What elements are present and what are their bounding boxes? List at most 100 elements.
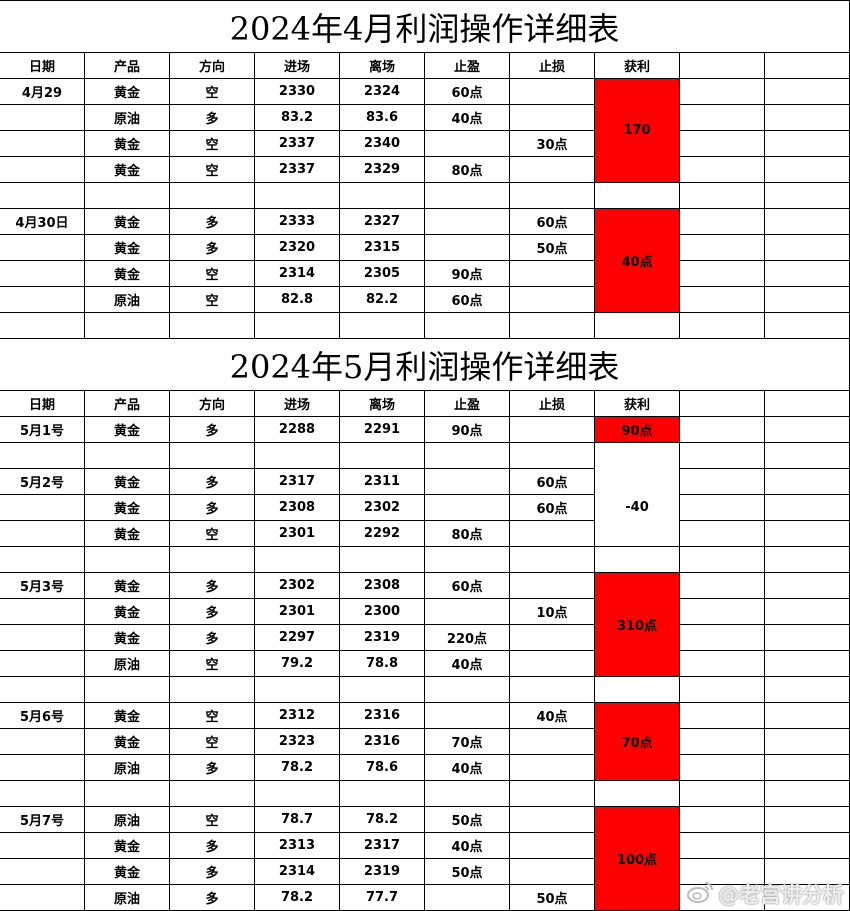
cell-exit: 2316 (339, 728, 425, 755)
cell-stop-loss: 40点 (509, 702, 595, 729)
cell-empty (679, 286, 765, 313)
cell-exit: 2324 (339, 78, 425, 105)
cell-empty (679, 234, 765, 261)
cell-take-profit: 70点 (424, 728, 510, 755)
cell-exit: 2311 (339, 468, 425, 495)
column-header: 止损 (509, 52, 595, 79)
cell-exit: 78.6 (339, 754, 425, 781)
cell-exit (339, 676, 425, 703)
cell-entry: 78.2 (254, 884, 340, 911)
table-row: 黄金空 2314 2305 90点 (0, 260, 850, 287)
cell-direction (169, 780, 255, 807)
cell-take-profit: 50点 (424, 806, 510, 833)
cell-date (0, 104, 85, 131)
cell-exit: 2308 (339, 572, 425, 599)
table-row: 原油多 78.2 78.6 40点 (0, 754, 850, 781)
cell-date (0, 754, 85, 781)
cell-date (0, 676, 85, 703)
cell-entry: 82.8 (254, 286, 340, 313)
cell-empty (764, 104, 850, 131)
cell-take-profit: 60点 (424, 286, 510, 313)
cell-profit (594, 182, 680, 209)
cell-empty (764, 832, 850, 859)
section-title: 2024年5月利润操作详细表 (0, 338, 850, 391)
cell-profit: 170 (594, 78, 680, 183)
cell-stop-loss: 50点 (509, 234, 595, 261)
cell-exit: 83.6 (339, 104, 425, 131)
cell-direction: 空 (169, 650, 255, 677)
cell-stop-loss (509, 156, 595, 183)
column-header: 离场 (339, 52, 425, 79)
cell-take-profit: 90点 (424, 416, 510, 443)
column-header: 进场 (254, 390, 340, 417)
cell-exit: 77.7 (339, 884, 425, 911)
cell-entry: 83.2 (254, 104, 340, 131)
cell-entry: 2314 (254, 260, 340, 287)
cell-take-profit (424, 494, 510, 521)
cell-empty (764, 728, 850, 755)
cell-date (0, 858, 85, 885)
cell-entry: 2288 (254, 416, 340, 443)
table-row: 黄金空 2323 2316 70点 (0, 728, 850, 755)
cell-stop-loss (509, 728, 595, 755)
cell-empty (764, 572, 850, 599)
cell-profit: 100点 (594, 806, 680, 911)
cell-date (0, 130, 85, 157)
cell-empty (764, 182, 850, 209)
cell-take-profit: 50点 (424, 858, 510, 885)
cell-product (84, 676, 170, 703)
cell-direction (169, 312, 255, 339)
column-header (679, 390, 765, 417)
cell-exit: 2292 (339, 520, 425, 547)
table-row: 黄金多 2297 2319 220点 (0, 624, 850, 651)
cell-stop-loss (509, 416, 595, 443)
cell-entry (254, 676, 340, 703)
cell-profit: 70点 (594, 702, 680, 781)
cell-product: 原油 (84, 806, 170, 833)
cell-entry: 2317 (254, 468, 340, 495)
cell-product: 黄金 (84, 858, 170, 885)
cell-product (84, 780, 170, 807)
cell-direction: 空 (169, 260, 255, 287)
column-header: 日期 (0, 52, 85, 79)
cell-empty (764, 494, 850, 521)
cell-entry: 2301 (254, 598, 340, 625)
cell-product: 黄金 (84, 208, 170, 235)
cell-entry: 2323 (254, 728, 340, 755)
cell-direction: 多 (169, 468, 255, 495)
cell-take-profit: 80点 (424, 156, 510, 183)
section-title: 2024年4月利润操作详细表 (0, 0, 850, 53)
table-row: 5月1号 黄金多 2288 2291 90点 90点 (0, 416, 850, 443)
cell-stop-loss (509, 260, 595, 287)
cell-entry: 2333 (254, 208, 340, 235)
cell-empty (679, 572, 765, 599)
cell-empty (679, 598, 765, 625)
cell-direction (169, 676, 255, 703)
cell-date: 4月29 (0, 78, 85, 105)
cell-empty (764, 520, 850, 547)
cell-take-profit: 80点 (424, 520, 510, 547)
cell-exit (339, 312, 425, 339)
cell-exit: 2302 (339, 494, 425, 521)
cell-take-profit (424, 546, 510, 573)
cell-empty (764, 416, 850, 443)
cell-exit: 78.8 (339, 650, 425, 677)
cell-entry: 2302 (254, 572, 340, 599)
cell-take-profit (424, 780, 510, 807)
cell-date: 5月1号 (0, 416, 85, 443)
cell-product: 黄金 (84, 598, 170, 625)
table-row: 5月2号 黄金多 2317 2311 60点 (0, 468, 850, 495)
cell-direction: 多 (169, 624, 255, 651)
cell-stop-loss (509, 572, 595, 599)
cell-empty (764, 598, 850, 625)
cell-exit: 2319 (339, 624, 425, 651)
cell-date (0, 286, 85, 313)
header-row: 日期 产品 方向 进场 离场 止盈 止损 获利 (0, 390, 850, 417)
cell-take-profit (424, 130, 510, 157)
cell-empty (679, 780, 765, 807)
cell-exit: 78.2 (339, 806, 425, 833)
cell-stop-loss (509, 182, 595, 209)
cell-empty (679, 442, 765, 469)
cell-empty (679, 650, 765, 677)
cell-empty (679, 208, 765, 235)
